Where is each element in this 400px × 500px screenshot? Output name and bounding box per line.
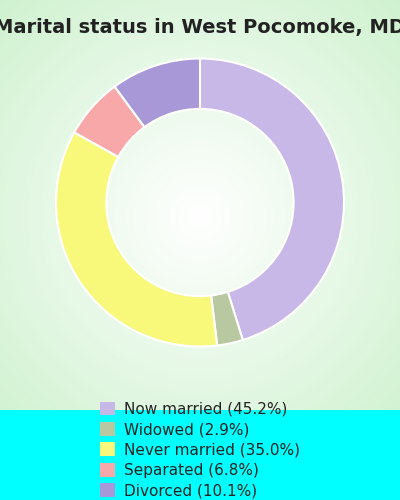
Legend: Now married (45.2%), Widowed (2.9%), Never married (35.0%), Separated (6.8%), Di: Now married (45.2%), Widowed (2.9%), Nev… (100, 402, 300, 498)
Wedge shape (56, 132, 217, 346)
Wedge shape (115, 58, 200, 127)
Wedge shape (200, 58, 344, 340)
Wedge shape (74, 86, 144, 157)
Wedge shape (211, 292, 243, 346)
Text: Marital status in West Pocomoke, MD: Marital status in West Pocomoke, MD (0, 18, 400, 36)
